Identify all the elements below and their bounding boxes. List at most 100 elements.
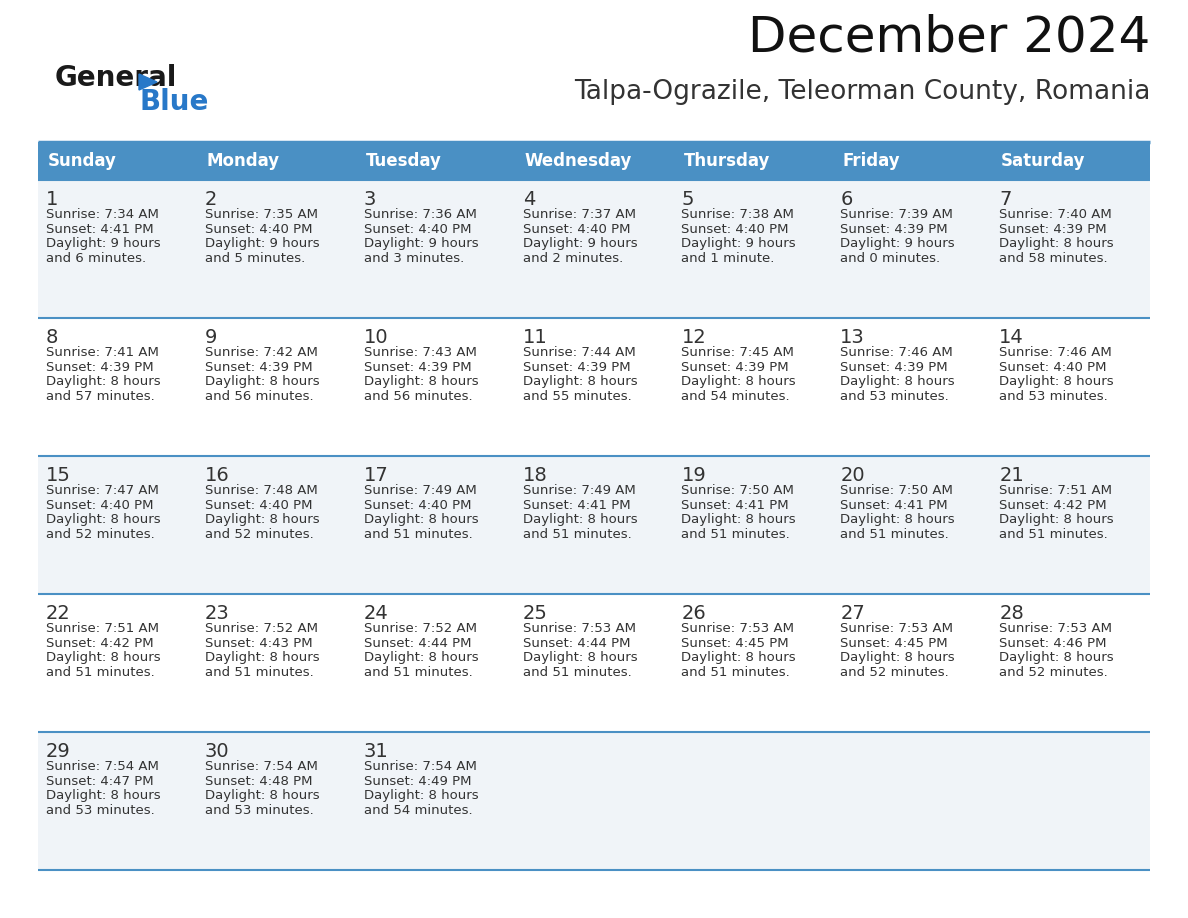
Text: 6: 6 [840, 190, 853, 209]
Text: 1: 1 [46, 190, 58, 209]
Text: Daylight: 8 hours: Daylight: 8 hours [364, 375, 479, 388]
Bar [833, 180, 991, 318]
Text: Sunrise: 7:36 AM: Sunrise: 7:36 AM [364, 208, 476, 221]
Text: and 51 minutes.: and 51 minutes. [46, 666, 154, 679]
Bar [38, 180, 197, 318]
Text: 18: 18 [523, 466, 548, 485]
Text: 14: 14 [999, 328, 1024, 347]
Text: Sunrise: 7:54 AM: Sunrise: 7:54 AM [364, 760, 476, 773]
Text: 28: 28 [999, 604, 1024, 623]
Bar [674, 456, 833, 594]
Text: 31: 31 [364, 742, 388, 761]
Text: Sunset: 4:45 PM: Sunset: 4:45 PM [840, 637, 948, 650]
Text: 24: 24 [364, 604, 388, 623]
Text: Sunset: 4:40 PM: Sunset: 4:40 PM [46, 498, 153, 511]
Text: Sunset: 4:40 PM: Sunset: 4:40 PM [364, 498, 472, 511]
Text: and 53 minutes.: and 53 minutes. [840, 390, 949, 403]
Text: Sunset: 4:39 PM: Sunset: 4:39 PM [364, 361, 472, 374]
Text: Sunset: 4:39 PM: Sunset: 4:39 PM [46, 361, 153, 374]
Text: Daylight: 9 hours: Daylight: 9 hours [204, 238, 320, 251]
Bar [38, 456, 197, 594]
Text: and 51 minutes.: and 51 minutes. [682, 666, 790, 679]
Text: 13: 13 [840, 328, 865, 347]
Text: Sunrise: 7:39 AM: Sunrise: 7:39 AM [840, 208, 953, 221]
Bar [197, 180, 355, 318]
Text: Daylight: 8 hours: Daylight: 8 hours [46, 652, 160, 665]
Text: Saturday: Saturday [1001, 152, 1086, 170]
Text: 17: 17 [364, 466, 388, 485]
Text: Tuesday: Tuesday [366, 152, 442, 170]
Text: Sunset: 4:48 PM: Sunset: 4:48 PM [204, 775, 312, 788]
Text: Daylight: 8 hours: Daylight: 8 hours [682, 652, 796, 665]
Bar [991, 732, 1150, 870]
Bar [991, 456, 1150, 594]
Bar [514, 142, 674, 180]
Text: Daylight: 8 hours: Daylight: 8 hours [999, 652, 1114, 665]
Bar [197, 142, 355, 180]
Text: Daylight: 8 hours: Daylight: 8 hours [840, 375, 955, 388]
Text: Blue: Blue [139, 88, 208, 116]
Text: 27: 27 [840, 604, 865, 623]
Text: Daylight: 8 hours: Daylight: 8 hours [46, 375, 160, 388]
Text: and 53 minutes.: and 53 minutes. [46, 804, 154, 817]
Bar [674, 142, 833, 180]
Text: Daylight: 8 hours: Daylight: 8 hours [999, 375, 1114, 388]
Text: Sunset: 4:47 PM: Sunset: 4:47 PM [46, 775, 153, 788]
Text: and 52 minutes.: and 52 minutes. [204, 528, 314, 542]
Text: Daylight: 8 hours: Daylight: 8 hours [523, 652, 637, 665]
Bar [514, 456, 674, 594]
Text: Daylight: 9 hours: Daylight: 9 hours [840, 238, 955, 251]
Text: Daylight: 9 hours: Daylight: 9 hours [523, 238, 637, 251]
Bar [514, 318, 674, 456]
Text: Sunrise: 7:43 AM: Sunrise: 7:43 AM [364, 346, 476, 359]
Text: 21: 21 [999, 466, 1024, 485]
Text: Sunset: 4:44 PM: Sunset: 4:44 PM [523, 637, 630, 650]
Bar [197, 594, 355, 732]
Text: Sunrise: 7:53 AM: Sunrise: 7:53 AM [999, 622, 1112, 635]
Text: 20: 20 [840, 466, 865, 485]
Text: Sunset: 4:39 PM: Sunset: 4:39 PM [840, 361, 948, 374]
Text: Sunrise: 7:50 AM: Sunrise: 7:50 AM [840, 484, 953, 497]
Text: Sunrise: 7:42 AM: Sunrise: 7:42 AM [204, 346, 317, 359]
Text: Daylight: 8 hours: Daylight: 8 hours [682, 513, 796, 526]
Text: and 52 minutes.: and 52 minutes. [840, 666, 949, 679]
Text: Sunrise: 7:49 AM: Sunrise: 7:49 AM [364, 484, 476, 497]
Text: and 52 minutes.: and 52 minutes. [999, 666, 1108, 679]
Bar [38, 732, 197, 870]
Text: and 57 minutes.: and 57 minutes. [46, 390, 154, 403]
Text: Sunset: 4:43 PM: Sunset: 4:43 PM [204, 637, 312, 650]
Text: and 51 minutes.: and 51 minutes. [523, 528, 631, 542]
Text: General: General [55, 64, 177, 92]
Text: and 5 minutes.: and 5 minutes. [204, 252, 305, 265]
Text: and 51 minutes.: and 51 minutes. [682, 528, 790, 542]
Text: and 54 minutes.: and 54 minutes. [682, 390, 790, 403]
Text: and 51 minutes.: and 51 minutes. [364, 666, 473, 679]
Text: Daylight: 8 hours: Daylight: 8 hours [204, 789, 320, 802]
Text: Sunrise: 7:38 AM: Sunrise: 7:38 AM [682, 208, 795, 221]
Bar [833, 456, 991, 594]
Bar [833, 142, 991, 180]
Text: Sunrise: 7:53 AM: Sunrise: 7:53 AM [840, 622, 953, 635]
Text: and 51 minutes.: and 51 minutes. [204, 666, 314, 679]
Text: 12: 12 [682, 328, 706, 347]
Text: Sunset: 4:42 PM: Sunset: 4:42 PM [999, 498, 1107, 511]
Text: Sunrise: 7:35 AM: Sunrise: 7:35 AM [204, 208, 318, 221]
Text: Sunday: Sunday [48, 152, 116, 170]
Text: and 56 minutes.: and 56 minutes. [364, 390, 473, 403]
Text: 26: 26 [682, 604, 706, 623]
Bar [355, 318, 514, 456]
Text: 8: 8 [46, 328, 58, 347]
Text: Daylight: 8 hours: Daylight: 8 hours [364, 513, 479, 526]
Bar [514, 732, 674, 870]
Text: Daylight: 8 hours: Daylight: 8 hours [682, 375, 796, 388]
Text: Sunset: 4:41 PM: Sunset: 4:41 PM [840, 498, 948, 511]
Text: Daylight: 8 hours: Daylight: 8 hours [46, 789, 160, 802]
Text: Sunset: 4:40 PM: Sunset: 4:40 PM [204, 223, 312, 236]
Text: and 51 minutes.: and 51 minutes. [523, 666, 631, 679]
Text: Sunset: 4:41 PM: Sunset: 4:41 PM [46, 223, 153, 236]
Bar [355, 142, 514, 180]
Text: Sunrise: 7:53 AM: Sunrise: 7:53 AM [682, 622, 795, 635]
Text: and 51 minutes.: and 51 minutes. [364, 528, 473, 542]
Text: and 0 minutes.: and 0 minutes. [840, 252, 941, 265]
Text: Daylight: 8 hours: Daylight: 8 hours [840, 513, 955, 526]
